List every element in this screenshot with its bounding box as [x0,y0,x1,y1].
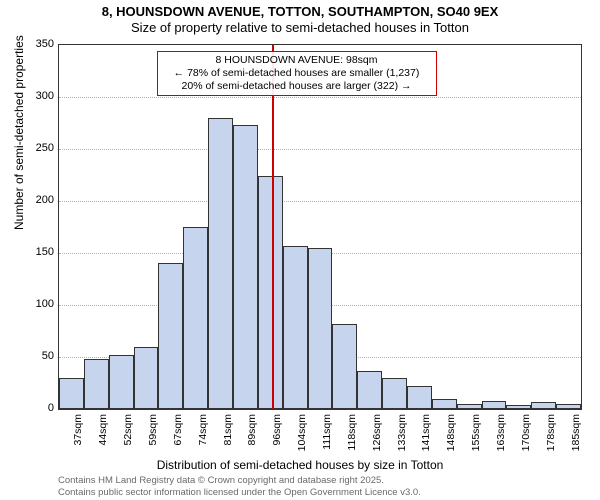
x-tick-label: 185sqm [570,414,582,458]
y-tick-label: 50 [24,350,54,362]
x-tick-label: 118sqm [346,414,358,458]
x-tick-label: 133sqm [396,414,408,458]
histogram-bar [109,355,134,409]
histogram-bar [134,347,159,409]
reference-line [272,45,274,409]
histogram-bar [482,401,507,409]
histogram-bar [283,246,308,409]
histogram-bar [332,324,357,409]
histogram-bar [84,359,109,409]
x-tick-label: 111sqm [321,414,333,458]
histogram-bar [382,378,407,409]
y-tick-label: 100 [24,298,54,310]
histogram-bar [59,378,84,409]
annotation-line: 20% of semi-detached houses are larger (… [162,80,432,93]
y-tick-label: 150 [24,246,54,258]
histogram-bar [208,118,233,409]
grid-line [59,149,581,150]
y-tick-label: 350 [24,38,54,50]
x-tick-label: 163sqm [495,414,507,458]
annotation-line: 8 HOUNSDOWN AVENUE: 98sqm [162,54,432,67]
footer-line: Contains HM Land Registry data © Crown c… [58,475,421,486]
x-tick-label: 67sqm [172,414,184,458]
histogram-bar [531,402,556,409]
y-tick-label: 300 [24,90,54,102]
y-tick-label: 200 [24,194,54,206]
annotation-box: 8 HOUNSDOWN AVENUE: 98sqm ← 78% of semi-… [157,51,437,96]
x-tick-label: 52sqm [122,414,134,458]
x-tick-label: 89sqm [246,414,258,458]
x-tick-label: 74sqm [197,414,209,458]
chart-title-sub: Size of property relative to semi-detach… [0,20,600,35]
histogram-bar [506,405,531,409]
histogram-bar [556,404,581,409]
annotation-line: ← 78% of semi-detached houses are smalle… [162,67,432,80]
x-tick-label: 37sqm [72,414,84,458]
histogram-bar [407,386,432,409]
y-tick-label: 250 [24,142,54,154]
x-axis-label: Distribution of semi-detached houses by … [0,458,600,472]
chart-container: 8, HOUNSDOWN AVENUE, TOTTON, SOUTHAMPTON… [0,0,600,500]
x-tick-label: 59sqm [147,414,159,458]
x-tick-label: 170sqm [520,414,532,458]
grid-line [59,201,581,202]
grid-line [59,97,581,98]
x-tick-label: 178sqm [545,414,557,458]
footer-attribution: Contains HM Land Registry data © Crown c… [58,475,421,498]
footer-line: Contains public sector information licen… [58,487,421,498]
histogram-bar [158,263,183,409]
x-tick-label: 141sqm [420,414,432,458]
x-tick-label: 81sqm [222,414,234,458]
histogram-bar [233,125,258,409]
x-tick-label: 126sqm [371,414,383,458]
histogram-bar [357,371,382,409]
x-tick-label: 155sqm [470,414,482,458]
histogram-bar [457,404,482,409]
x-tick-label: 148sqm [445,414,457,458]
histogram-bar [258,176,283,409]
histogram-bar [432,399,457,409]
x-tick-label: 44sqm [97,414,109,458]
chart-title-main: 8, HOUNSDOWN AVENUE, TOTTON, SOUTHAMPTON… [0,4,600,19]
histogram-bar [308,248,333,409]
x-tick-label: 96sqm [271,414,283,458]
x-tick-label: 104sqm [296,414,308,458]
y-tick-label: 0 [24,402,54,414]
chart-plot-area: 8 HOUNSDOWN AVENUE: 98sqm ← 78% of semi-… [58,44,582,410]
histogram-bar [183,227,208,409]
